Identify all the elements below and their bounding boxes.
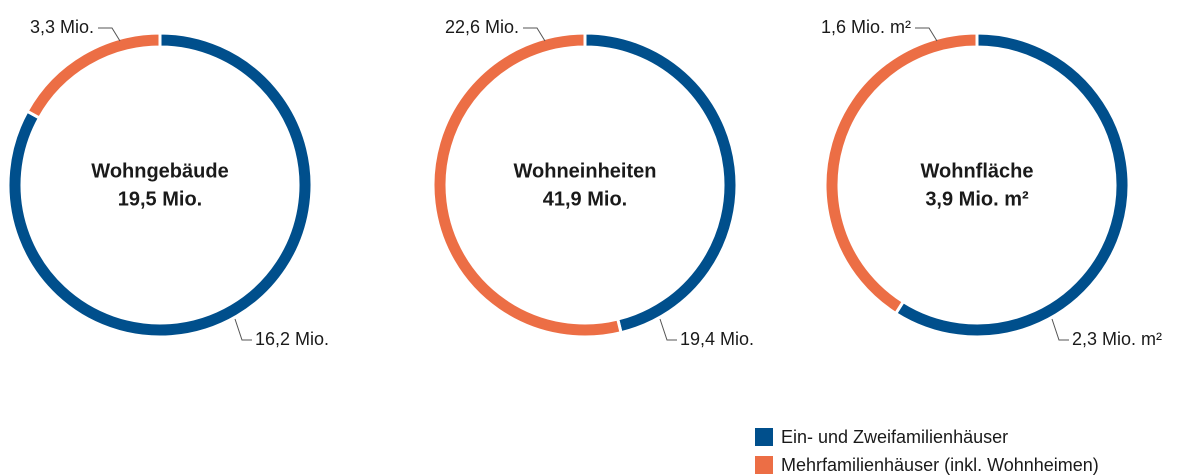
leader-line	[234, 318, 252, 341]
legend-swatch	[755, 428, 773, 446]
center-title: Wohngebäude	[91, 160, 228, 182]
leader-line	[98, 27, 121, 42]
center-total: 19,5 Mio.	[118, 188, 202, 210]
value-label: 19,4 Mio.	[680, 329, 754, 349]
donut-segment	[893, 31, 1131, 339]
center-total: 41,9 Mio.	[543, 188, 627, 210]
legend-label: Ein- und Zweifamilienhäuser	[781, 427, 1008, 447]
leader-line	[1051, 318, 1069, 341]
center-title: Wohneinheiten	[514, 160, 657, 182]
donut-segment	[25, 31, 162, 120]
value-label: 2,3 Mio. m²	[1072, 329, 1162, 349]
leader-line	[915, 27, 938, 42]
center-total: 3,9 Mio. m²	[925, 188, 1029, 210]
value-label: 22,6 Mio.	[445, 17, 519, 37]
legend-label: Mehrfamilienhäuser (inkl. Wohnheimen)	[781, 455, 1099, 475]
leader-line	[523, 27, 546, 42]
value-label: 1,6 Mio. m²	[821, 17, 911, 37]
value-label: 3,3 Mio.	[30, 17, 94, 37]
center-title: Wohnfläche	[921, 160, 1034, 182]
donut-segment	[583, 31, 739, 335]
leader-line	[659, 318, 677, 341]
value-label: 16,2 Mio.	[255, 329, 329, 349]
donut-segment	[431, 31, 623, 339]
legend-swatch	[755, 456, 773, 474]
donut-segment	[823, 31, 979, 316]
